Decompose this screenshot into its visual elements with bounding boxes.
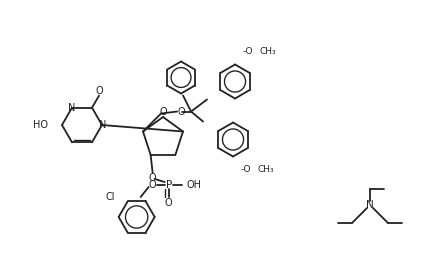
Text: Cl: Cl <box>105 192 114 202</box>
Text: CH₃: CH₃ <box>257 165 274 174</box>
Text: -O: -O <box>243 47 254 56</box>
Text: P: P <box>166 180 172 190</box>
Text: -O: -O <box>241 165 251 174</box>
Text: O: O <box>149 173 156 183</box>
Text: HO: HO <box>33 120 48 130</box>
Text: O: O <box>159 107 167 117</box>
Text: O: O <box>149 180 156 190</box>
Text: OH: OH <box>187 180 202 190</box>
Text: O: O <box>165 198 172 208</box>
Text: N: N <box>69 103 76 113</box>
Text: O: O <box>177 106 185 116</box>
Text: O: O <box>95 86 103 96</box>
Text: CH₃: CH₃ <box>259 47 276 56</box>
Text: N: N <box>99 120 107 130</box>
Text: N: N <box>366 200 374 210</box>
